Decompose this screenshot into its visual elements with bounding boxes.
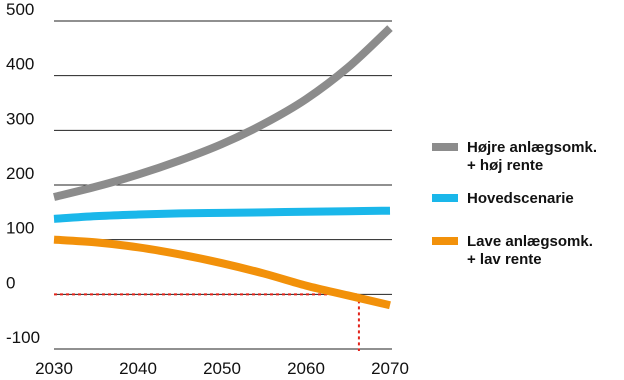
- legend-label: + høj rente: [467, 157, 543, 174]
- y-tick-label: 100: [6, 219, 34, 238]
- y-axis-tick-labels: 500 400 300 200 100 0 -100: [6, 0, 40, 347]
- legend-item-2: Lave anlægsomk.+ lav rente: [432, 233, 593, 268]
- x-tick-label: 2030: [35, 359, 73, 378]
- legend-swatch: [432, 194, 458, 202]
- series-line-0: [53, 25, 393, 201]
- series-line-2: [53, 235, 391, 310]
- y-tick-label: 200: [6, 164, 34, 183]
- y-tick-label: -100: [6, 328, 40, 347]
- y-tick-label: 500: [6, 0, 34, 19]
- legend-swatch: [432, 143, 458, 151]
- x-tick-label: 2070: [371, 359, 409, 378]
- legend-label: Højre anlægsomk.: [467, 139, 597, 156]
- legend-label: + lav rente: [467, 251, 542, 268]
- y-tick-label: 400: [6, 55, 34, 74]
- x-tick-label: 2060: [287, 359, 325, 378]
- legend-item-0: Højre anlægsomk.+ høj rente: [432, 139, 597, 174]
- x-axis-tick-labels: 2030 2040 2050 2060 2070: [35, 359, 409, 378]
- legend-item-1: Hovedscenarie: [432, 190, 574, 207]
- series-line-1: [53, 206, 391, 223]
- x-tick-label: 2040: [119, 359, 157, 378]
- legend: Højre anlægsomk.+ høj rente Hovedscenarie…: [432, 139, 597, 268]
- y-tick-label: 0: [6, 273, 15, 292]
- y-tick-label: 300: [6, 109, 34, 128]
- series-lines: [53, 25, 393, 310]
- legend-label: Hovedscenarie: [467, 190, 574, 207]
- legend-label: Lave anlægsomk.: [467, 233, 593, 250]
- zero-crossing-reference: [54, 293, 360, 351]
- x-tick-label: 2050: [203, 359, 241, 378]
- legend-swatch: [432, 237, 458, 245]
